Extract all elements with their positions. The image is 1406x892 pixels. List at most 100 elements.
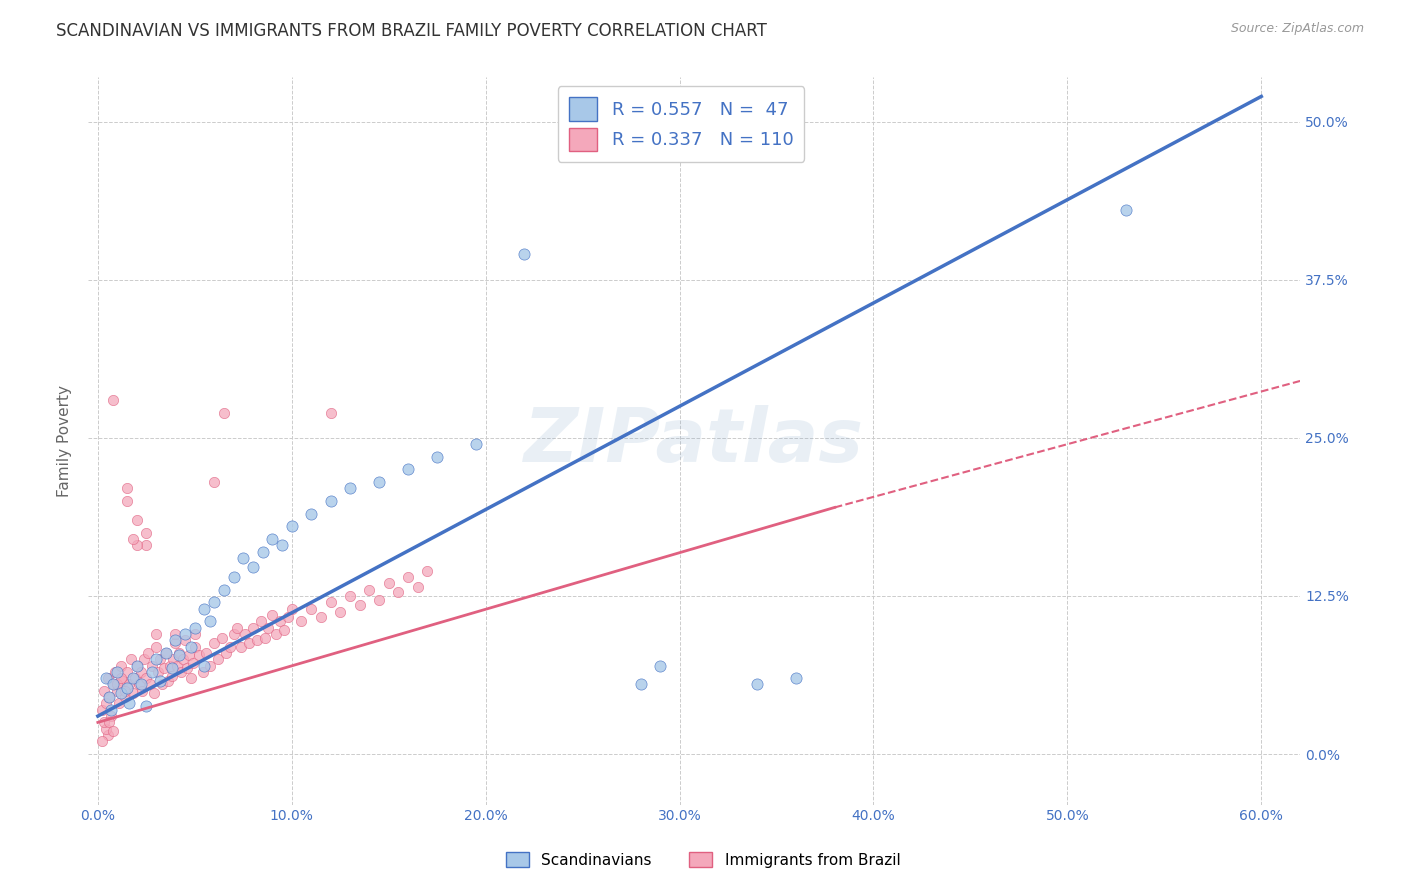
Point: [396, 462, 419, 476]
Point: [207, 652, 229, 666]
Point: [98, 690, 121, 705]
Point: [166, 658, 188, 673]
Point: [135, 698, 157, 713]
Point: [202, 636, 225, 650]
Y-axis label: Family Poverty: Family Poverty: [58, 385, 72, 497]
Point: [226, 621, 249, 635]
Point: [121, 671, 143, 685]
Point: [110, 658, 132, 673]
Point: [232, 551, 254, 566]
Point: [145, 652, 167, 666]
Point: [145, 640, 167, 654]
Point: [108, 697, 131, 711]
Point: [269, 614, 291, 628]
Point: [120, 652, 142, 666]
Point: [249, 614, 271, 628]
Point: [115, 665, 138, 679]
Point: [125, 658, 148, 673]
Point: [174, 633, 197, 648]
Point: [170, 665, 193, 679]
Point: [299, 507, 322, 521]
Point: [273, 623, 295, 637]
Point: [319, 494, 342, 508]
Point: [187, 648, 209, 663]
Point: [149, 652, 172, 666]
Point: [368, 592, 391, 607]
Point: [159, 658, 181, 673]
Point: [172, 652, 194, 666]
Point: [96, 671, 118, 685]
Point: [96, 728, 118, 742]
Point: [202, 595, 225, 609]
Point: [174, 627, 197, 641]
Point: [145, 627, 167, 641]
Point: [257, 621, 280, 635]
Text: Source: ZipAtlas.com: Source: ZipAtlas.com: [1230, 22, 1364, 36]
Point: [94, 671, 117, 685]
Point: [195, 646, 218, 660]
Point: [124, 671, 146, 685]
Point: [112, 673, 135, 688]
Point: [177, 648, 200, 663]
Point: [103, 392, 125, 407]
Point: [785, 671, 807, 685]
Point: [184, 627, 207, 641]
Point: [103, 677, 125, 691]
Point: [165, 633, 187, 648]
Point: [339, 482, 361, 496]
Point: [406, 580, 429, 594]
Legend: R = 0.557   N =  47, R = 0.337   N = 110: R = 0.557 N = 47, R = 0.337 N = 110: [558, 87, 804, 161]
Point: [105, 677, 128, 691]
Point: [131, 683, 153, 698]
Point: [465, 437, 488, 451]
Text: ZIPatlas: ZIPatlas: [524, 405, 865, 477]
Point: [222, 570, 245, 584]
Point: [215, 646, 238, 660]
Point: [134, 652, 156, 666]
Point: [290, 614, 312, 628]
Point: [143, 686, 166, 700]
Point: [121, 532, 143, 546]
Legend: Scandinavians, Immigrants from Brazil: Scandinavians, Immigrants from Brazil: [499, 846, 907, 873]
Point: [139, 677, 162, 691]
Point: [115, 494, 138, 508]
Point: [90, 703, 112, 717]
Point: [105, 665, 128, 679]
Point: [630, 677, 652, 691]
Point: [118, 677, 141, 691]
Point: [396, 570, 419, 584]
Point: [98, 715, 121, 730]
Point: [238, 636, 260, 650]
Point: [125, 658, 148, 673]
Point: [277, 610, 299, 624]
Point: [94, 697, 117, 711]
Point: [193, 601, 215, 615]
Point: [329, 606, 352, 620]
Point: [747, 677, 769, 691]
Point: [233, 627, 256, 641]
Point: [184, 640, 207, 654]
Point: [180, 640, 202, 654]
Point: [309, 610, 332, 624]
Point: [135, 525, 157, 540]
Point: [299, 601, 322, 615]
Point: [387, 585, 409, 599]
Point: [242, 559, 264, 574]
Point: [129, 677, 152, 691]
Point: [115, 681, 138, 696]
Point: [281, 601, 304, 615]
Point: [125, 513, 148, 527]
Point: [200, 658, 222, 673]
Point: [155, 646, 177, 660]
Point: [252, 544, 274, 558]
Point: [271, 538, 294, 552]
Point: [160, 668, 183, 682]
Point: [262, 607, 284, 622]
Point: [242, 621, 264, 635]
Point: [650, 658, 672, 673]
Point: [169, 646, 191, 660]
Point: [262, 532, 284, 546]
Point: [103, 677, 125, 691]
Point: [150, 677, 173, 691]
Point: [191, 665, 214, 679]
